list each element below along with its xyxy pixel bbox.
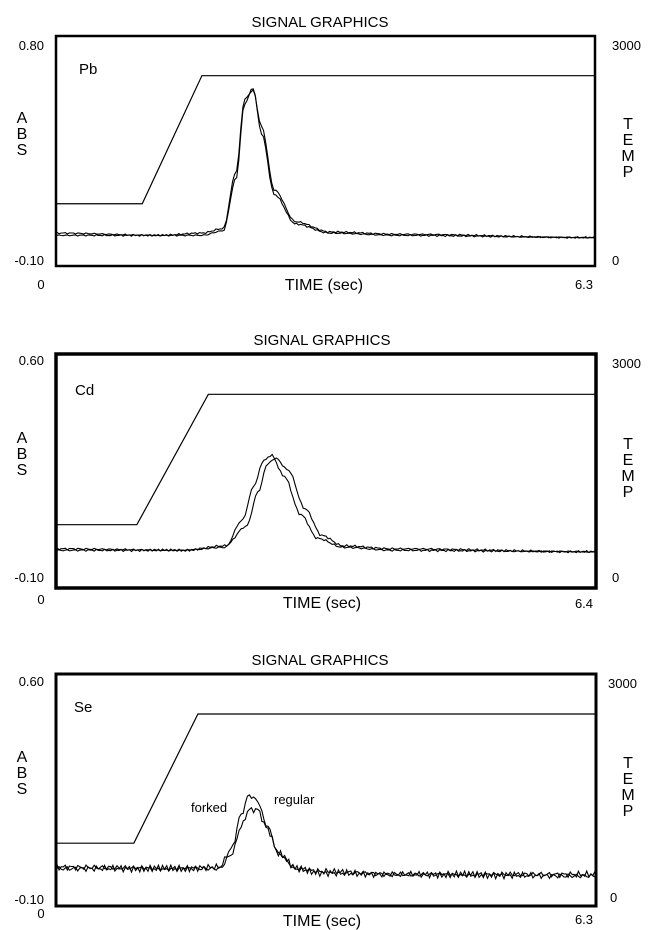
axis-label-letter: S — [17, 462, 28, 479]
x-tick-left: 0 — [37, 277, 44, 292]
y2-tick-top: 3000 — [608, 676, 637, 691]
y2-tick-bottom: 0 — [610, 890, 617, 905]
x-axis-label: TIME (sec) — [283, 913, 361, 930]
element-label: Se — [74, 699, 92, 716]
axis-label-letter: T — [623, 755, 633, 772]
axis-label-letter: A — [17, 749, 28, 766]
chart-panel-pb: SIGNAL GRAPHICS Pb 0.80 -0.10 3000 0 0 6… — [0, 0, 651, 300]
axis-label-letter: S — [17, 142, 28, 159]
signal-line-regular — [56, 794, 596, 881]
temperature-program — [57, 713, 595, 844]
x-tick-left: 0 — [37, 906, 44, 921]
y2-tick-top: 3000 — [612, 356, 641, 371]
chart-svg-se: SIGNAL GRAPHICS Se 0.60 -0.10 3000 0 0 6… — [14, 652, 637, 930]
plot-frame — [54, 672, 598, 908]
axis-label-letter: P — [623, 164, 634, 181]
y-tick-top: 0.80 — [19, 38, 44, 53]
chart-svg-pb: SIGNAL GRAPHICS Pb 0.80 -0.10 3000 0 0 6… — [14, 14, 641, 294]
element-label: Pb — [79, 61, 97, 78]
chart-title: SIGNAL GRAPHICS — [254, 332, 391, 349]
axis-label-letter: S — [17, 781, 28, 798]
x-tick-right: 6.3 — [575, 277, 593, 292]
temperature-line — [57, 75, 594, 205]
axis-label-letter: M — [621, 787, 634, 804]
signal-series — [56, 794, 596, 881]
y-tick-bottom: -0.10 — [14, 892, 44, 907]
chart-panel-cd: SIGNAL GRAPHICS Cd 0.60 -0.10 3000 0 0 6… — [0, 312, 651, 622]
axis-label-letter: A — [17, 110, 28, 127]
axis-label-letter: P — [623, 803, 634, 820]
temperature-program — [57, 75, 594, 205]
y-tick-top: 0.60 — [19, 353, 44, 368]
axis-label-letter: E — [623, 452, 634, 469]
annotation-regular: regular — [274, 792, 315, 807]
signal-series — [56, 453, 596, 554]
signal-series — [56, 88, 595, 239]
chart-title: SIGNAL GRAPHICS — [252, 652, 389, 669]
axis-label-letter: M — [621, 148, 634, 165]
axis-label-letter: B — [17, 765, 28, 782]
element-label: Cd — [75, 382, 94, 399]
y2-tick-top: 3000 — [612, 38, 641, 53]
axis-label-letter: A — [17, 430, 28, 447]
axis-label-letter: T — [623, 116, 633, 133]
temperature-line — [57, 393, 595, 526]
axis-label-letter: M — [621, 468, 634, 485]
chart-panel-se: SIGNAL GRAPHICS Se 0.60 -0.10 3000 0 0 6… — [0, 632, 651, 930]
plot-frame — [54, 352, 598, 590]
y-tick-top: 0.60 — [19, 674, 44, 689]
axis-label-letter: B — [17, 126, 28, 143]
signal-line-trace-1 — [56, 88, 595, 239]
axis-label-letter: B — [17, 446, 28, 463]
x-tick-left: 0 — [37, 592, 44, 607]
y2-tick-bottom: 0 — [612, 570, 619, 585]
axis-label-letter: P — [623, 484, 634, 501]
x-tick-right: 6.3 — [575, 912, 593, 927]
chart-svg-cd: SIGNAL GRAPHICS Cd 0.60 -0.10 3000 0 0 6… — [14, 332, 641, 612]
y-tick-bottom: -0.10 — [14, 570, 44, 585]
temperature-program — [57, 393, 595, 526]
y-tick-bottom: -0.10 — [14, 253, 44, 268]
signal-line-trace-1 — [56, 453, 596, 554]
annotation-forked: forked — [191, 800, 227, 815]
signal-line-forked — [56, 806, 596, 880]
axis-label-letter: T — [623, 436, 633, 453]
signal-line-trace-2 — [56, 457, 596, 553]
x-axis-label: TIME (sec) — [285, 277, 363, 294]
plot-frame — [54, 34, 597, 268]
chart-title: SIGNAL GRAPHICS — [252, 14, 389, 31]
axis-label-letter: E — [623, 132, 634, 149]
x-tick-right: 6.4 — [575, 596, 593, 611]
x-axis-label: TIME (sec) — [283, 595, 361, 612]
temperature-line — [57, 713, 595, 844]
signal-line-trace-2 — [56, 89, 595, 239]
axis-label-letter: E — [623, 771, 634, 788]
y2-tick-bottom: 0 — [612, 253, 619, 268]
